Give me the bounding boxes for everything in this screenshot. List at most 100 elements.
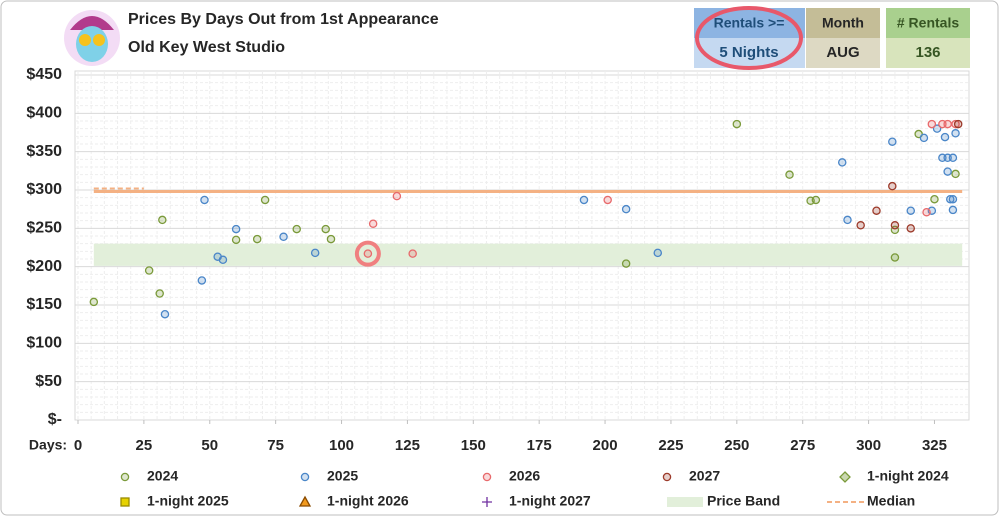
point	[218, 255, 228, 265]
filter-header	[806, 8, 880, 38]
point	[603, 195, 612, 205]
point	[951, 169, 960, 179]
legend-label: 1-night 2025	[147, 493, 229, 509]
y-tick-label: $350	[26, 143, 62, 160]
point	[252, 234, 262, 244]
y-tick-label: $100	[26, 335, 62, 352]
point	[155, 289, 164, 298]
point	[948, 205, 958, 215]
x-tick-label: 225	[658, 437, 683, 454]
point	[943, 167, 952, 176]
point	[906, 224, 916, 233]
x-tick-label: 0	[74, 437, 82, 454]
point	[856, 221, 865, 230]
point	[948, 194, 958, 204]
legend-label: 2025	[327, 468, 358, 484]
point	[621, 204, 631, 214]
legend-swatch	[667, 497, 703, 507]
point	[951, 129, 960, 138]
legend-marker	[300, 472, 310, 482]
legend-label: 1-night 2026	[327, 493, 409, 509]
point	[943, 119, 952, 129]
x-tick-label: 75	[267, 437, 284, 454]
legend-label: 2024	[147, 468, 178, 484]
point	[392, 191, 402, 201]
legend-marker	[120, 472, 130, 482]
point	[930, 194, 939, 204]
legend-marker	[482, 472, 492, 482]
filter-value-box[interactable]	[694, 38, 805, 68]
highlight-ellipse	[695, 6, 803, 70]
point	[579, 195, 589, 205]
point	[927, 119, 937, 129]
y-tick-label: $-	[48, 411, 62, 428]
x-tick-label: 200	[593, 437, 618, 454]
point	[89, 297, 99, 307]
point	[292, 224, 301, 234]
point	[200, 195, 209, 205]
point	[160, 309, 170, 319]
point	[368, 219, 378, 228]
y-tick-label: $400	[26, 105, 62, 122]
y-tick-label: $200	[26, 258, 62, 275]
point	[888, 181, 897, 191]
point	[837, 158, 847, 167]
point	[260, 195, 270, 205]
point	[326, 234, 336, 244]
legend-label: 1-night 2024	[867, 468, 949, 484]
logo	[64, 10, 120, 66]
chart-title: Prices By Days Out from 1st Appearance	[128, 11, 439, 28]
legend-marker	[298, 495, 312, 507]
point	[953, 119, 963, 129]
point	[363, 249, 373, 258]
x-tick-label: 150	[461, 437, 486, 454]
point	[621, 259, 631, 268]
point	[310, 248, 320, 258]
point	[940, 132, 950, 142]
point	[888, 137, 897, 146]
legend-label: Median	[867, 493, 915, 509]
filter-value: 136	[915, 44, 940, 61]
point	[732, 119, 742, 129]
filter-header	[886, 8, 970, 38]
point	[231, 224, 241, 234]
point	[890, 221, 900, 230]
filter-label: Rentals >=	[714, 15, 785, 31]
point	[951, 119, 960, 129]
x-axis-label: Days:	[29, 437, 67, 453]
point	[144, 266, 154, 275]
filter-value-box[interactable]	[806, 38, 880, 68]
x-tick-label: 50	[201, 437, 218, 454]
point	[811, 195, 821, 205]
legend-label: Price Band	[707, 493, 780, 509]
point	[843, 215, 852, 225]
point	[408, 249, 417, 258]
chart-subtitle: Old Key West Studio	[128, 39, 285, 56]
point	[919, 133, 929, 143]
point	[653, 248, 663, 258]
point	[948, 153, 958, 163]
y-tick-label: $300	[26, 181, 62, 198]
legend-marker	[839, 471, 851, 483]
point	[932, 124, 942, 133]
point	[946, 194, 955, 204]
point	[890, 253, 900, 262]
legend-marker	[482, 497, 492, 507]
point	[872, 206, 881, 215]
legend-label: 2027	[689, 468, 720, 484]
point	[922, 207, 931, 217]
filter-value: AUG	[826, 44, 859, 61]
y-tick-label: $450	[26, 66, 62, 83]
x-tick-label: 325	[922, 437, 947, 454]
x-tick-label: 300	[856, 437, 881, 454]
x-tick-label: 100	[329, 437, 354, 454]
x-tick-label: 250	[724, 437, 749, 454]
point	[197, 276, 207, 285]
filter-header	[694, 8, 805, 38]
highlight-circle	[354, 240, 381, 267]
plot-area	[74, 70, 970, 424]
filter-label: # Rentals	[897, 15, 959, 31]
x-tick-label: 175	[527, 437, 552, 454]
y-tick-label: $50	[35, 373, 62, 390]
